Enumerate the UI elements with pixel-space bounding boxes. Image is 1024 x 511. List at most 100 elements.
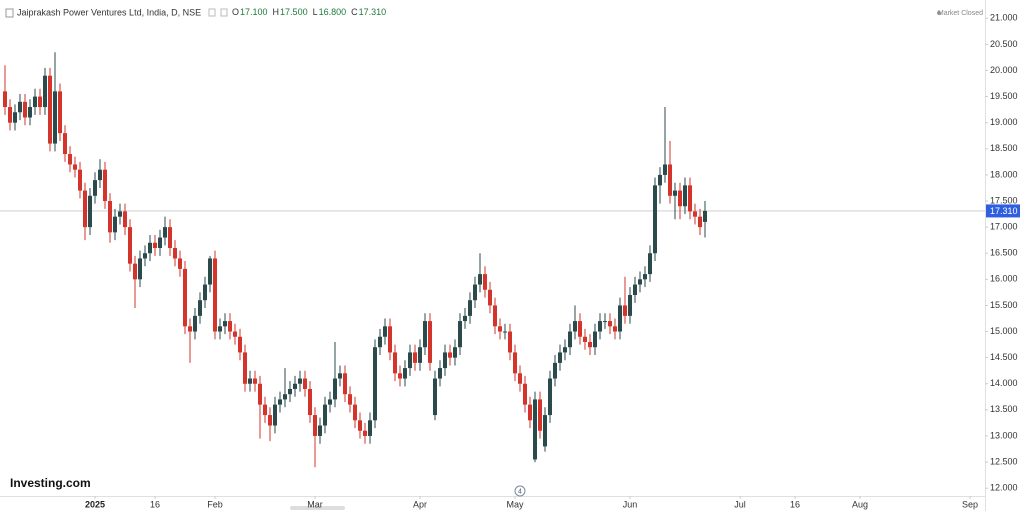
candle-body: [473, 284, 477, 301]
candle-body: [83, 190, 87, 228]
candle-body: [168, 227, 172, 248]
candle-body: [418, 347, 422, 363]
y-tick-label: 17.000: [990, 221, 1018, 231]
candle-body: [383, 326, 387, 337]
y-tick-label: 15.500: [990, 300, 1018, 310]
candle-body: [173, 248, 177, 259]
candle-body: [458, 321, 462, 348]
candle-body: [683, 185, 687, 207]
ohlc-key: O: [232, 7, 239, 17]
candle-body: [33, 96, 37, 108]
candle-body: [588, 341, 592, 348]
x-tick-label: 16: [150, 499, 160, 509]
toggle-icon: [220, 8, 228, 17]
candle-body: [428, 321, 432, 363]
candle-body: [638, 279, 642, 285]
candle-body: [303, 378, 307, 389]
candle-body: [558, 352, 562, 363]
candle-body: [373, 347, 377, 421]
candle-body: [423, 321, 427, 348]
candle-body: [218, 326, 222, 332]
ohlc-key: H: [273, 7, 280, 17]
candle-body: [568, 331, 572, 348]
candle-body: [493, 305, 497, 327]
candle-body: [28, 107, 32, 118]
candle-body: [148, 242, 152, 254]
symbol-icon: [5, 8, 14, 18]
ohlc-value: 17.500: [280, 7, 308, 17]
candle-body: [323, 404, 327, 426]
ohlc-value: 17.100: [240, 7, 268, 17]
candle-body: [223, 321, 227, 327]
candle-body: [3, 91, 7, 108]
candle-body: [583, 336, 587, 342]
candle-body: [268, 415, 272, 426]
brand-logo: Investing.com: [10, 476, 91, 490]
candle-body: [653, 185, 657, 254]
candle-body: [368, 420, 372, 436]
event-label: 4: [518, 488, 522, 495]
candle-body: [313, 415, 317, 436]
ohlc-key: C: [351, 7, 358, 17]
candle-body: [598, 321, 602, 332]
candle-body: [88, 195, 92, 228]
x-tick-label: May: [506, 499, 524, 509]
ohlc-legend: O17.100 H17.500 L16.800 C17.310: [232, 7, 386, 17]
y-tick-label: 21.000: [990, 13, 1018, 23]
candle-body: [648, 253, 652, 275]
candle-body: [128, 227, 132, 264]
candle-body: [273, 404, 277, 426]
candle-body: [563, 347, 567, 353]
candle-body: [58, 91, 62, 134]
status-dot: [937, 11, 941, 15]
candle-body: [663, 164, 667, 175]
candle-body: [158, 237, 162, 248]
candle-body: [678, 190, 682, 207]
candle-body: [278, 399, 282, 405]
x-tick-label: Apr: [413, 499, 427, 509]
x-tick-label: 16: [790, 499, 800, 509]
candle-body: [188, 326, 192, 332]
market-status: Market Closed: [938, 10, 983, 17]
candle-body: [408, 352, 412, 369]
candle-body: [53, 91, 57, 144]
candle-body: [8, 107, 12, 123]
x-tick-label: Sep: [962, 499, 978, 509]
candle-body: [238, 336, 242, 353]
y-tick-label: 12.000: [990, 483, 1018, 493]
candle-body: [283, 394, 287, 400]
candle-body: [288, 388, 292, 395]
candle-body: [658, 174, 662, 186]
candle-body: [578, 321, 582, 337]
candle-body: [603, 321, 607, 323]
y-tick-label: 19.000: [990, 117, 1018, 127]
candle-body: [673, 190, 677, 196]
candle-body: [233, 331, 237, 337]
y-tick-label: 18.500: [990, 143, 1018, 153]
candle-body: [63, 133, 67, 155]
candle-body: [468, 300, 472, 316]
candle-body: [343, 373, 347, 395]
candle-body: [23, 101, 27, 118]
candle-body: [328, 399, 332, 405]
x-tick-label: Jul: [734, 499, 746, 509]
candle-body: [123, 211, 127, 228]
candle-body: [508, 331, 512, 353]
candle-body: [333, 378, 337, 400]
y-tick-label: 14.000: [990, 378, 1018, 388]
candle-body: [243, 352, 247, 384]
candle-body: [48, 75, 52, 144]
candle-body: [633, 284, 637, 295]
candle-body: [198, 300, 202, 316]
candle-body: [528, 404, 532, 421]
y-tick-label: 19.500: [990, 91, 1018, 101]
candle-body: [298, 378, 302, 384]
candle-body: [78, 169, 82, 191]
candle-body: [443, 352, 447, 369]
candle-body: [108, 201, 112, 233]
last-price-label: 17.310: [990, 206, 1018, 216]
candle-body: [573, 321, 577, 332]
candle-body: [393, 352, 397, 374]
